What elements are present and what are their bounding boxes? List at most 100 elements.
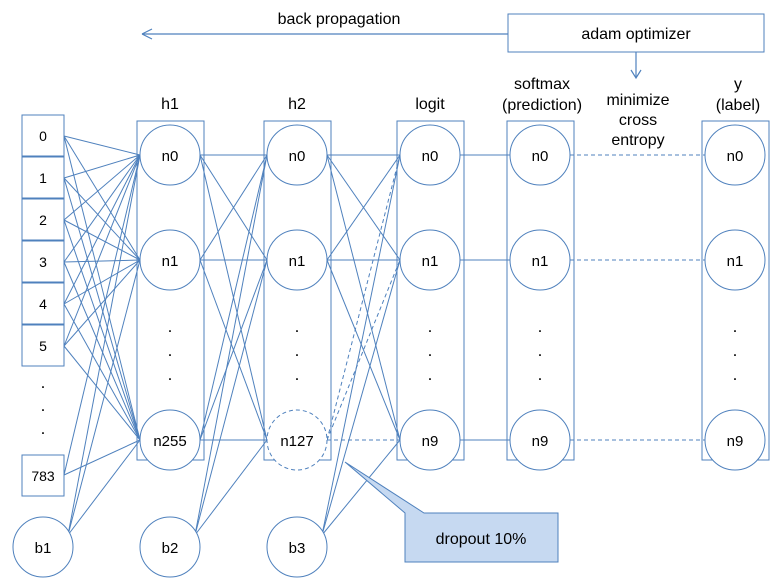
logit-layer: n0 n1 n9 . . . bbox=[399, 124, 461, 471]
h2-node bbox=[266, 229, 328, 291]
bias-to-h2-edge bbox=[194, 259, 268, 536]
input-cell bbox=[21, 240, 65, 283]
softmax-header: softmax bbox=[514, 76, 570, 93]
ellipsis-dot: . bbox=[168, 365, 173, 384]
label-node-label: n0 bbox=[727, 148, 744, 165]
bias-label: b3 bbox=[289, 540, 306, 557]
bias-to-logit-edge bbox=[321, 259, 401, 536]
ellipsis-dot: . bbox=[168, 341, 173, 360]
bias-node-b3 bbox=[266, 516, 328, 578]
logit-node-label: n0 bbox=[422, 148, 439, 165]
arrow-down-icon bbox=[630, 69, 642, 80]
ellipsis-dot: . bbox=[41, 373, 46, 392]
back-propagation-label: back propagation bbox=[278, 11, 401, 28]
h1-node bbox=[139, 229, 201, 291]
input-cell-label: 3 bbox=[39, 254, 47, 270]
softmax-node bbox=[509, 124, 571, 186]
input-to-h1-edge bbox=[63, 154, 141, 347]
bias-to-logit-edge bbox=[321, 439, 401, 536]
ellipsis-dot: . bbox=[733, 317, 738, 336]
input-cell-label: 4 bbox=[39, 296, 47, 312]
bias-to-h2-edge bbox=[194, 154, 268, 536]
softmax-node-label: n9 bbox=[532, 433, 549, 450]
ellipsis-dot: . bbox=[538, 317, 543, 336]
input-cell-label: 0 bbox=[39, 128, 47, 144]
softmax-node-label: n0 bbox=[532, 148, 549, 165]
dropout-edge bbox=[326, 259, 401, 441]
bias-to-logit-edge bbox=[321, 154, 401, 536]
bias-to-h1-edge bbox=[67, 154, 141, 536]
h2-node-label: n127 bbox=[280, 433, 313, 450]
input-to-h1-edge bbox=[63, 303, 141, 441]
input-to-h1-edge bbox=[63, 259, 141, 347]
optimizer-box bbox=[507, 13, 765, 53]
logit-node-label: n9 bbox=[422, 433, 439, 450]
label-node bbox=[704, 229, 766, 291]
ellipsis-dot: . bbox=[295, 365, 300, 384]
h1-layer: n0 n1 n255 . . . bbox=[139, 124, 201, 471]
input-to-h1-edge bbox=[63, 135, 141, 441]
y-subheader: (label) bbox=[716, 97, 760, 114]
h1-header: h1 bbox=[161, 96, 179, 113]
ellipsis-dot: . bbox=[733, 365, 738, 384]
ellipsis-dot: . bbox=[733, 341, 738, 360]
ellipsis-dot: . bbox=[168, 317, 173, 336]
h1-to-h2-edge bbox=[199, 154, 268, 441]
h2-layer: n0 n1 n127 . . . bbox=[266, 124, 328, 471]
h1-node-label: n0 bbox=[162, 148, 179, 165]
input-to-h1-edge bbox=[63, 259, 141, 263]
dropout-callout-shape bbox=[344, 461, 559, 563]
input-to-h1-edge bbox=[63, 154, 141, 305]
ellipsis-dot: . bbox=[295, 317, 300, 336]
input-to-h1-edge bbox=[63, 177, 141, 441]
input-to-h1-edge bbox=[63, 259, 141, 305]
label-node-label: n1 bbox=[727, 253, 744, 270]
input-cell bbox=[21, 114, 65, 157]
ellipsis-dot: . bbox=[41, 396, 46, 415]
input-to-h1-edge bbox=[63, 219, 141, 441]
ellipsis-dot: . bbox=[538, 341, 543, 360]
ellipsis-dot: . bbox=[428, 365, 433, 384]
loss-label-line1: minimize bbox=[606, 92, 669, 109]
bias-node-b1 bbox=[12, 516, 74, 578]
input-cell-label: 2 bbox=[39, 212, 47, 228]
ellipsis-dot: . bbox=[428, 317, 433, 336]
h1-node-label: n255 bbox=[153, 433, 186, 450]
h1-node bbox=[139, 124, 201, 186]
label-layer: n0 n1 n9 . . . bbox=[704, 124, 766, 471]
input-to-h1-edge bbox=[63, 219, 141, 261]
input-cell bbox=[21, 324, 65, 367]
h2-node-label: n0 bbox=[289, 148, 306, 165]
input-to-h1-edge bbox=[63, 439, 141, 476]
bias-to-h1-edge bbox=[67, 439, 141, 536]
h2-node bbox=[266, 124, 328, 186]
dropout-callout-label: dropout 10% bbox=[436, 531, 527, 548]
h2-dropout-node bbox=[266, 409, 328, 471]
ellipsis-dot: . bbox=[41, 419, 46, 438]
input-to-h1-edge bbox=[63, 177, 141, 261]
label-node-label: n9 bbox=[727, 433, 744, 450]
dropout-callout: dropout 10% bbox=[344, 461, 559, 563]
connections bbox=[63, 135, 705, 536]
input-to-h1-edge bbox=[63, 135, 141, 261]
h2-to-logit-edge bbox=[326, 154, 401, 261]
softmax-subheader: (prediction) bbox=[502, 97, 582, 114]
loss-label-line2: cross bbox=[619, 112, 657, 129]
bias-label: b1 bbox=[35, 540, 52, 557]
logit-node bbox=[399, 409, 461, 471]
input-to-h1-edge bbox=[63, 345, 141, 441]
input-cell bbox=[21, 156, 65, 199]
optimizer-label: adam optimizer bbox=[581, 26, 691, 43]
ellipsis-dot: . bbox=[295, 341, 300, 360]
bias-to-h1-edge bbox=[67, 259, 141, 536]
y-header: y bbox=[734, 76, 742, 93]
input-cell-label: 5 bbox=[39, 338, 47, 354]
logit-node-label: n1 bbox=[422, 253, 439, 270]
logit-header: logit bbox=[415, 96, 445, 113]
input-cell bbox=[21, 282, 65, 325]
input-cell bbox=[21, 198, 65, 241]
logit-node bbox=[399, 124, 461, 186]
dropout-edge bbox=[326, 154, 401, 441]
input-to-h1-edge bbox=[63, 154, 141, 476]
